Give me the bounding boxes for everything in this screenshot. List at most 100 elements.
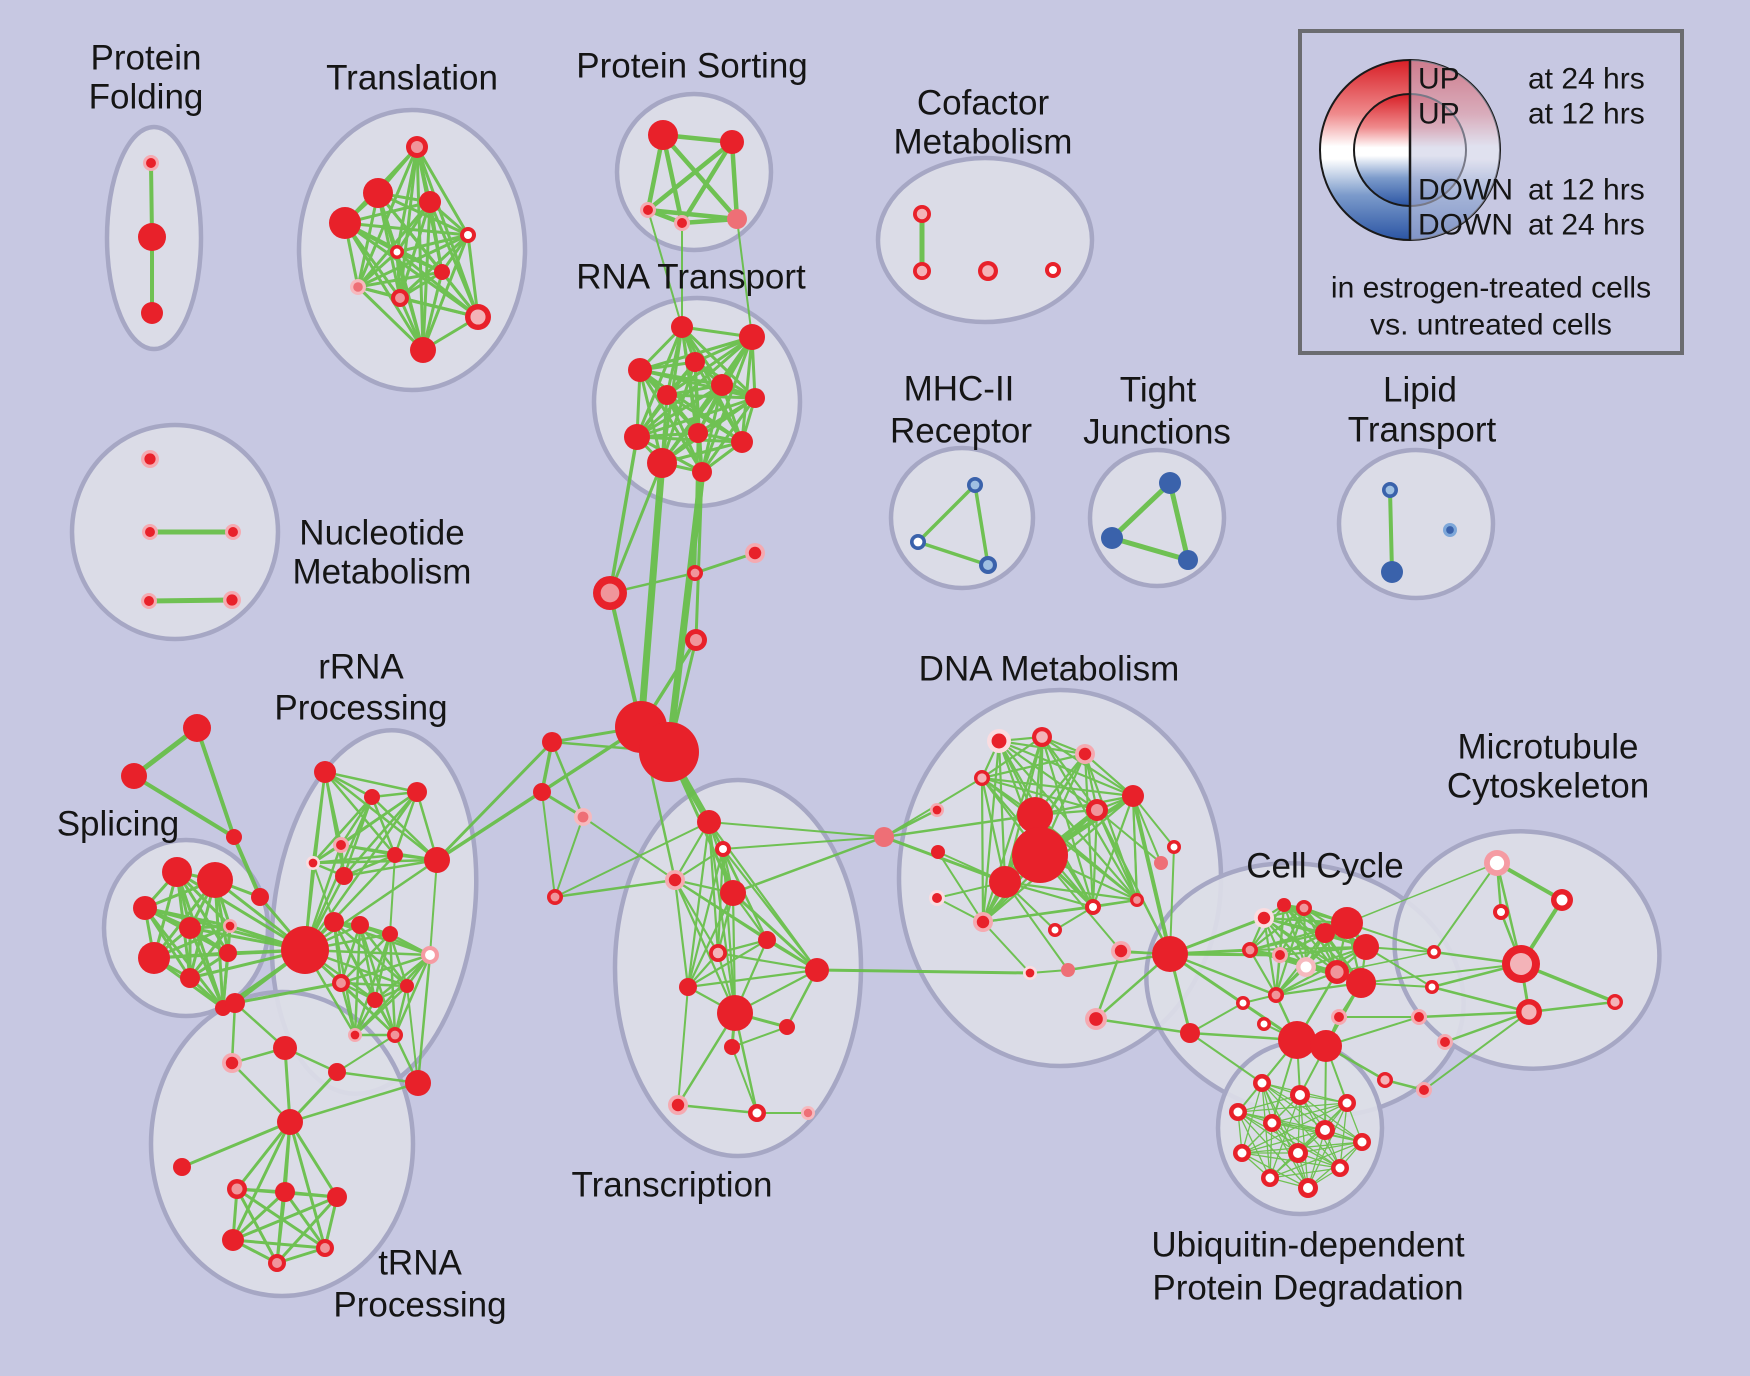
clique-edge <box>1248 945 1368 952</box>
node-red <box>1310 1030 1342 1062</box>
node-core <box>1239 999 1247 1007</box>
node-core <box>748 546 762 560</box>
clique-edge <box>1241 1082 1263 1154</box>
legend-direction-label: DOWN <box>1418 174 1513 207</box>
edge <box>541 791 556 898</box>
node-red <box>745 388 765 408</box>
clique-edge <box>395 233 470 254</box>
node-core <box>1260 1020 1268 1028</box>
node-core <box>1170 843 1178 851</box>
edge <box>882 835 1007 884</box>
edge <box>1346 862 1498 924</box>
node-red <box>731 431 753 453</box>
clique-edge <box>358 923 397 1037</box>
clique-edge <box>673 878 690 989</box>
node-core <box>1380 1075 1390 1085</box>
edge <box>916 540 990 567</box>
clique-edge <box>311 795 374 865</box>
node-core <box>225 921 235 931</box>
clique-edge <box>231 1120 292 1242</box>
clique-edge <box>213 878 225 1010</box>
clique-edge <box>1248 931 1327 952</box>
node-red <box>351 916 369 934</box>
legend-box <box>1298 29 1684 355</box>
clique-edge <box>353 984 409 1037</box>
edge <box>1189 1002 1244 1034</box>
clique-edge <box>980 776 1007 884</box>
node-red <box>275 1182 295 1202</box>
edge <box>982 921 1031 974</box>
clique-edge <box>283 1190 327 1250</box>
node-red <box>647 448 677 478</box>
clique-edge <box>1241 1152 1309 1189</box>
node-red <box>739 324 765 350</box>
edge <box>916 483 977 544</box>
node-red <box>1180 1023 1200 1043</box>
node-red <box>335 867 353 885</box>
node-red <box>931 845 945 859</box>
node-core <box>643 205 653 215</box>
node-core <box>1293 1148 1303 1158</box>
clique-edge <box>356 285 425 352</box>
edge <box>435 740 554 862</box>
node-core <box>1089 1012 1103 1026</box>
cluster-label: MHC-II <box>904 370 1015 409</box>
node-core <box>671 1098 685 1112</box>
edge <box>435 790 544 862</box>
node-core <box>308 858 318 868</box>
node-red <box>639 722 699 782</box>
node-core <box>1335 1163 1345 1173</box>
clique-edge <box>235 1187 279 1265</box>
node-core <box>1233 1107 1243 1117</box>
edge <box>1417 1010 1531 1019</box>
node-red <box>183 714 211 742</box>
clique-edge <box>235 1120 292 1191</box>
node-red <box>1315 923 1335 943</box>
node-core <box>976 915 990 929</box>
edge <box>722 836 885 850</box>
clique-edge <box>660 132 740 222</box>
clique-edge <box>1248 948 1278 997</box>
edge <box>232 835 262 899</box>
clique-edge <box>1269 1167 1341 1179</box>
legend-caption: vs. untreated cells <box>1370 309 1612 342</box>
clique-edge <box>686 820 711 989</box>
node-red <box>542 732 562 752</box>
clique-edge <box>731 891 737 1015</box>
node-red <box>226 829 242 845</box>
node-core <box>916 208 928 220</box>
node-red <box>724 1039 740 1055</box>
legend-time-label: at 24 hrs <box>1528 63 1645 96</box>
cluster-label: Cell Cycle <box>1246 847 1404 886</box>
node-red <box>179 917 201 939</box>
edge <box>731 1046 758 1114</box>
node-red <box>327 1187 347 1207</box>
clique-edge <box>645 139 735 213</box>
clique-edge <box>221 951 230 1010</box>
node-core <box>913 537 923 547</box>
clique-edge <box>339 795 374 847</box>
clique-edge <box>288 1120 327 1250</box>
node-core <box>1078 747 1092 761</box>
node-core <box>916 265 928 277</box>
edge <box>1443 1010 1531 1044</box>
node-red <box>197 862 233 898</box>
edge <box>1388 488 1394 574</box>
legend-direction-label: UP <box>1418 98 1460 131</box>
edge <box>1430 985 1531 1014</box>
node-core <box>1330 965 1344 979</box>
clique-edge <box>339 981 409 988</box>
node-red <box>314 761 336 783</box>
node-core <box>393 248 401 256</box>
node-core <box>231 1183 243 1195</box>
clique-edge <box>1091 794 1135 909</box>
edge <box>336 1034 396 1073</box>
cluster-label: Junctions <box>1083 413 1231 452</box>
node-core <box>1497 908 1505 916</box>
edge <box>312 862 335 923</box>
clique-edge <box>716 951 819 972</box>
legend-time-label: at 24 hrs <box>1528 209 1645 242</box>
clique-edge <box>428 200 480 319</box>
node-red <box>138 942 170 974</box>
edge <box>554 821 710 898</box>
